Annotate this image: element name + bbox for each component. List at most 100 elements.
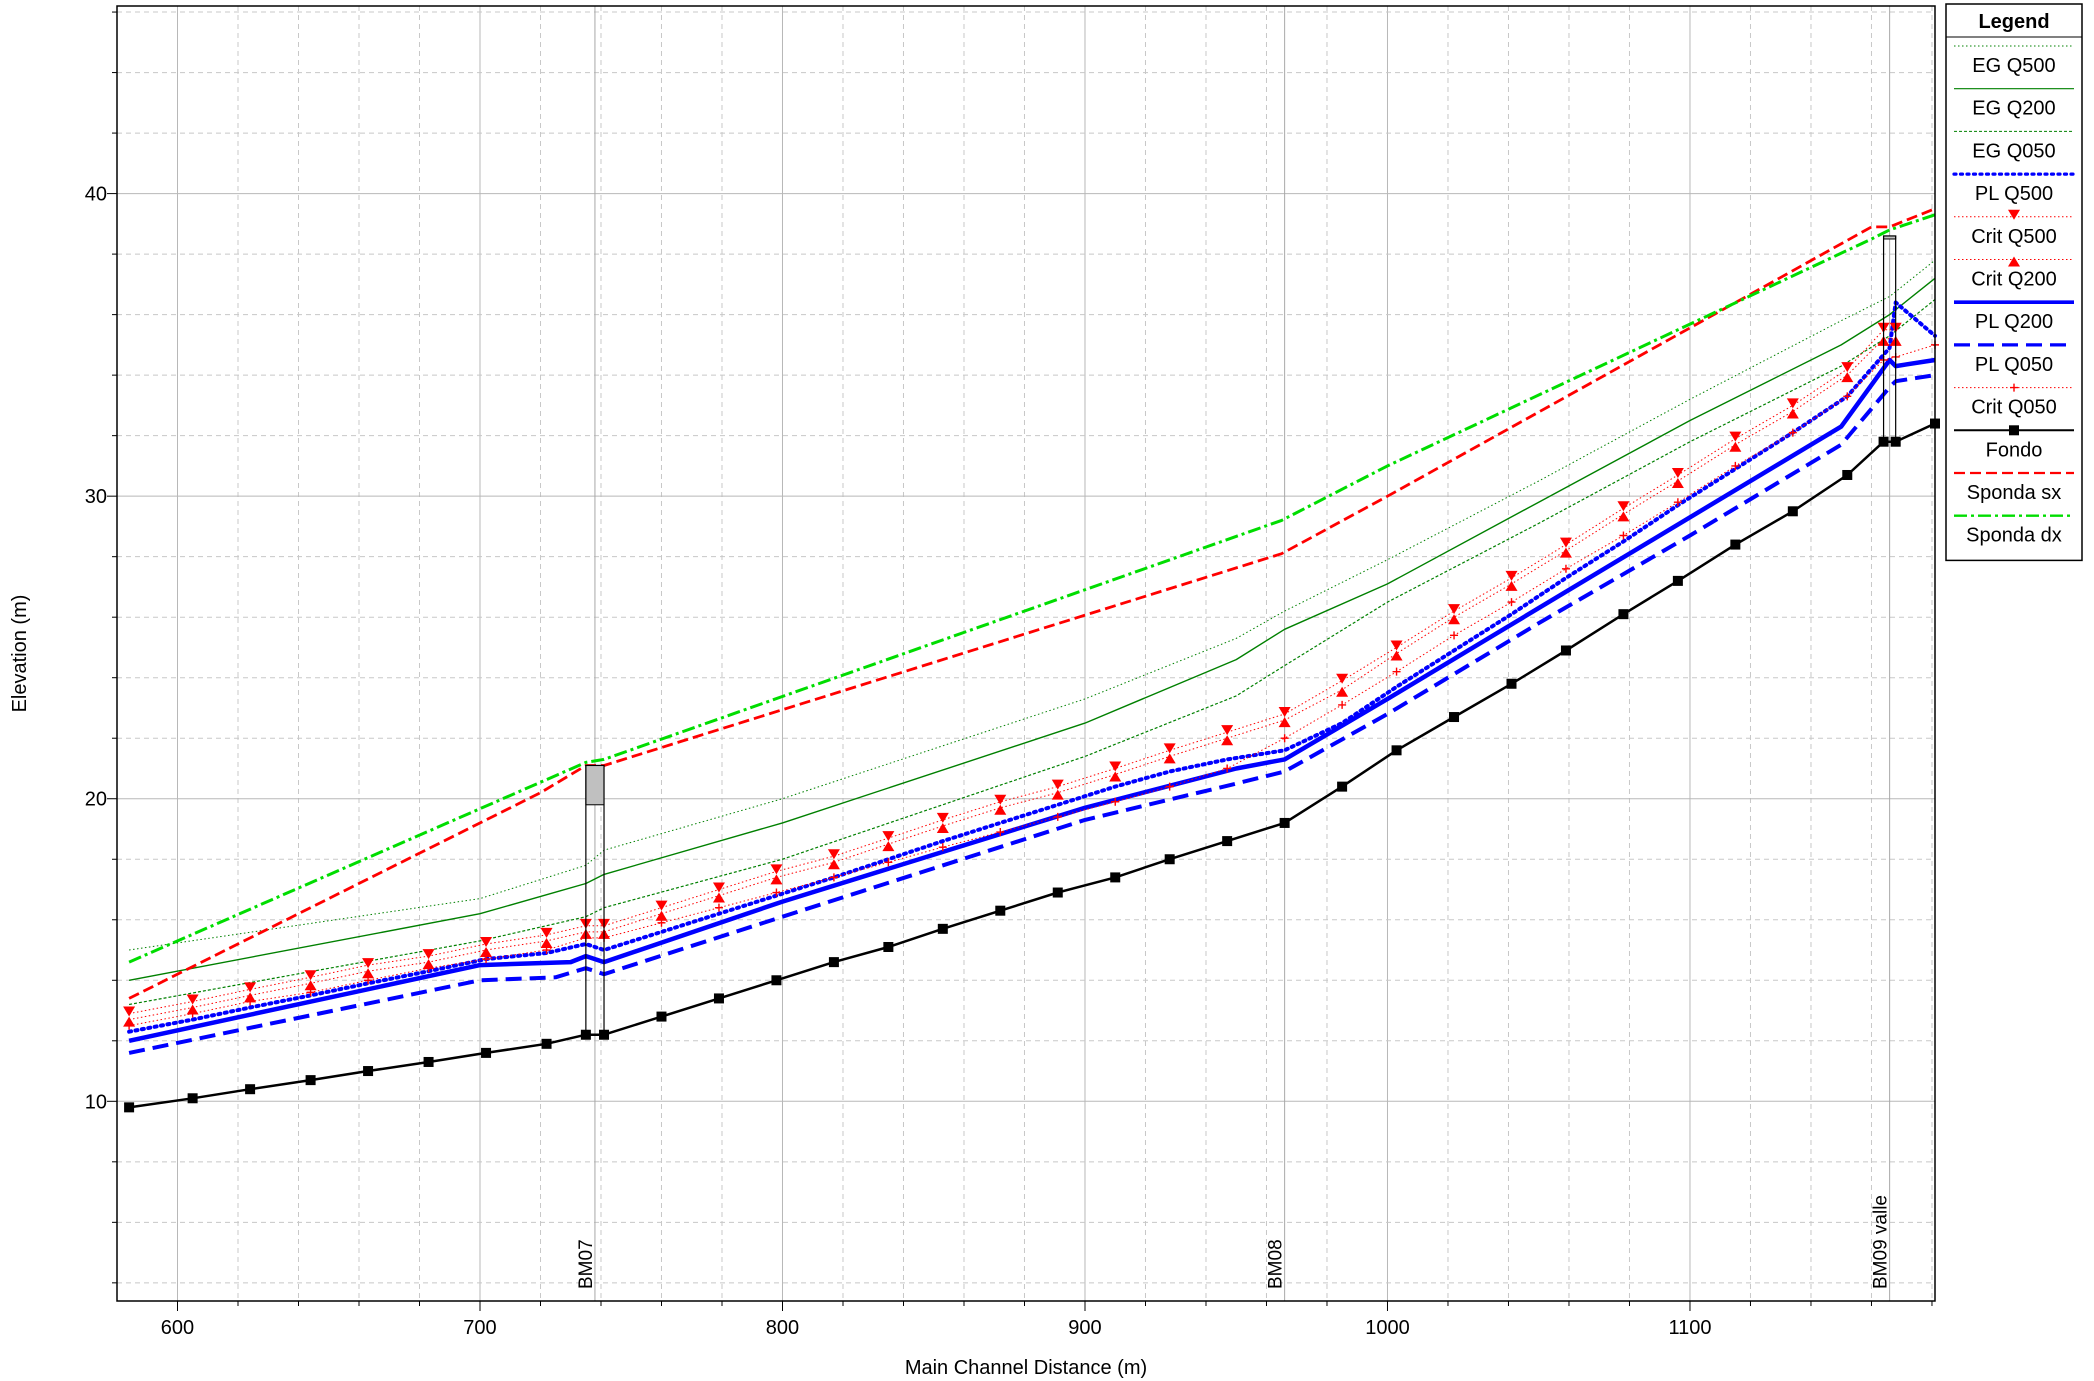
series-eg500	[129, 259, 1936, 951]
point-crit500	[540, 927, 553, 938]
point-crit200	[1390, 650, 1403, 661]
point-fondo	[937, 923, 948, 934]
point-crit050	[125, 1021, 134, 1030]
culverts	[585, 235, 1897, 1036]
station-label: BM09 valle	[1871, 1195, 1892, 1289]
point-crit050	[1223, 764, 1232, 773]
point-crit200	[1221, 735, 1234, 746]
point-crit500	[827, 849, 840, 860]
legend-label: Sponda dx	[1966, 525, 2062, 547]
point-crit200	[244, 992, 257, 1003]
x-tick-label: 900	[1068, 1317, 1101, 1339]
point-fondo	[713, 993, 724, 1004]
point-fondo	[771, 975, 782, 986]
series-line-pl500	[127, 300, 1937, 1034]
point-crit050	[714, 903, 723, 912]
legend-item-eg500: EG Q500	[1954, 45, 2074, 77]
point-crit200	[1109, 771, 1122, 782]
series-line-crit500	[129, 329, 1896, 1015]
point-crit500	[1336, 673, 1349, 684]
point-crit200	[1051, 789, 1064, 800]
series-pl500	[127, 300, 1937, 1034]
series-eg200	[128, 277, 1936, 981]
point-crit200	[827, 859, 840, 870]
point-crit500	[1448, 604, 1461, 615]
point-crit050	[364, 976, 373, 985]
point-crit050	[424, 964, 433, 973]
legend-label: PL Q200	[1975, 311, 2053, 333]
point-crit050	[1111, 797, 1120, 806]
point-crit050	[1450, 631, 1459, 640]
point-crit200	[1841, 372, 1854, 383]
x-tick-label: 700	[463, 1317, 496, 1339]
point-crit200	[123, 1016, 136, 1027]
y-tick-label: 10	[85, 1091, 107, 1113]
x-tick-label: 600	[161, 1317, 194, 1339]
station-label: BM07	[576, 1239, 597, 1289]
point-crit200	[1278, 717, 1291, 728]
point-crit500	[480, 936, 493, 947]
point-crit050	[1053, 812, 1062, 821]
legend-item-sx: Sponda sx	[1954, 471, 2074, 504]
point-fondo	[423, 1056, 434, 1067]
point-fondo	[187, 1093, 198, 1104]
legend-item-eg200: EG Q200	[1954, 88, 2074, 120]
point-crit050	[1673, 498, 1682, 507]
point-crit050	[246, 997, 255, 1006]
legend-marker	[2009, 425, 2019, 436]
point-crit050	[1788, 428, 1797, 437]
series-line-sx	[128, 207, 1936, 1000]
point-crit050	[938, 843, 947, 852]
point-crit050	[772, 888, 781, 897]
point-fondo	[1842, 469, 1853, 480]
point-crit500	[186, 994, 199, 1005]
point-crit050	[1561, 564, 1570, 573]
point-crit200	[1559, 547, 1572, 558]
legend-label: Sponda sx	[1967, 482, 2062, 504]
point-crit500	[1163, 743, 1176, 754]
point-fondo	[1560, 645, 1571, 656]
series-eg050	[128, 299, 1936, 1006]
point-fondo	[1279, 817, 1290, 828]
y-tick-label: 20	[85, 789, 107, 811]
legend: Legend EG Q500 EG Q200 EG Q050 PL Q500 Crit …	[1945, 3, 2083, 562]
point-crit050	[1392, 667, 1401, 676]
point-crit500	[1109, 761, 1122, 772]
series-line-eg050	[128, 299, 1936, 1006]
point-crit200	[1163, 753, 1176, 764]
point-fondo	[995, 905, 1006, 916]
point-crit200	[1729, 441, 1742, 452]
point-crit200	[362, 968, 375, 979]
point-crit500	[994, 794, 1007, 805]
point-crit050	[657, 918, 666, 927]
series-line-pl200	[128, 357, 1936, 1043]
point-crit200	[994, 804, 1007, 815]
series-line-pl050	[128, 373, 1936, 1055]
point-fondo	[541, 1038, 552, 1049]
point-crit500	[936, 812, 949, 823]
legend-item-crit500: Crit Q500	[1954, 209, 2074, 248]
point-crit500	[1559, 537, 1572, 548]
series-layer	[123, 207, 1940, 1113]
series-sx	[128, 207, 1936, 1000]
point-fondo	[1391, 745, 1402, 756]
point-fondo	[245, 1084, 256, 1095]
point-crit200	[540, 937, 553, 948]
point-crit500	[712, 882, 725, 893]
point-crit200	[1448, 614, 1461, 625]
legend-item-eg050: EG Q050	[1954, 130, 2074, 162]
point-crit500	[1221, 725, 1234, 736]
point-fondo	[124, 1102, 135, 1113]
point-crit200	[712, 892, 725, 903]
series-dx	[128, 213, 1936, 964]
culvert-outline	[1882, 235, 1897, 443]
point-crit500	[770, 864, 783, 875]
point-crit050	[884, 858, 893, 867]
legend-item-pl500: PL Q500	[1952, 172, 2076, 205]
point-fondo	[1449, 712, 1460, 723]
point-crit500	[244, 982, 257, 993]
point-crit050	[306, 988, 315, 997]
legend-marker	[2008, 256, 2020, 267]
